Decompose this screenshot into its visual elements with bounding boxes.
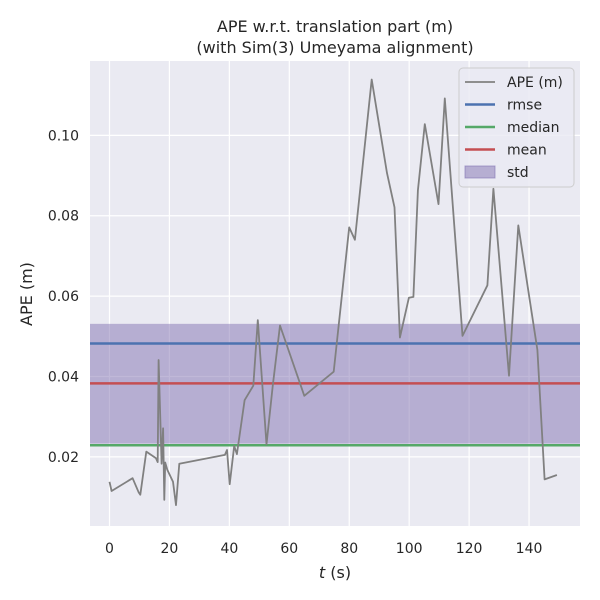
- x-tick-label: 120: [456, 541, 483, 557]
- y-tick-label: 0.06: [48, 289, 79, 305]
- x-tick-label: 0: [105, 541, 114, 557]
- legend-label: rmse: [507, 98, 542, 114]
- y-tick-label: 0.10: [48, 128, 79, 144]
- legend-swatch: [464, 165, 496, 179]
- y-tick-label: 0.02: [48, 450, 79, 466]
- statistic-lines: [90, 342, 580, 447]
- chart-title: APE w.r.t. translation part (m): [217, 17, 453, 36]
- x-tick-label: 80: [340, 541, 358, 557]
- x-axis-label-variable: t: [319, 563, 326, 582]
- legend: APE (m) rmse median mean std: [458, 67, 575, 188]
- x-tick-label: 40: [220, 541, 238, 557]
- chart-subtitle: (with Sim(3) Umeyama alignment): [196, 38, 473, 57]
- legend-box: [458, 67, 575, 188]
- legend-label: median: [507, 120, 559, 136]
- y-tick-label: 0.04: [48, 369, 79, 385]
- y-tick-label: 0.08: [48, 209, 79, 225]
- x-tick-label: 140: [516, 541, 543, 557]
- x-tick-label: 20: [161, 541, 179, 557]
- y-axis-label: APE (m): [17, 262, 36, 326]
- ape-series-layer: [108, 78, 558, 507]
- legend-label: std: [507, 165, 529, 181]
- x-tick-label: 60: [280, 541, 298, 557]
- tick-labels: 0 20 40 60 80 100 120 140 0.02 0.04 0.06 0.08 0.10: [48, 128, 543, 557]
- legend-label: mean: [507, 143, 547, 159]
- x-tick-label: 100: [396, 541, 423, 557]
- ape-line: [108, 78, 558, 507]
- legend-label: APE (m): [507, 75, 563, 91]
- x-axis-label: t (s): [319, 563, 351, 582]
- x-axis-label-unit: (s): [325, 563, 351, 582]
